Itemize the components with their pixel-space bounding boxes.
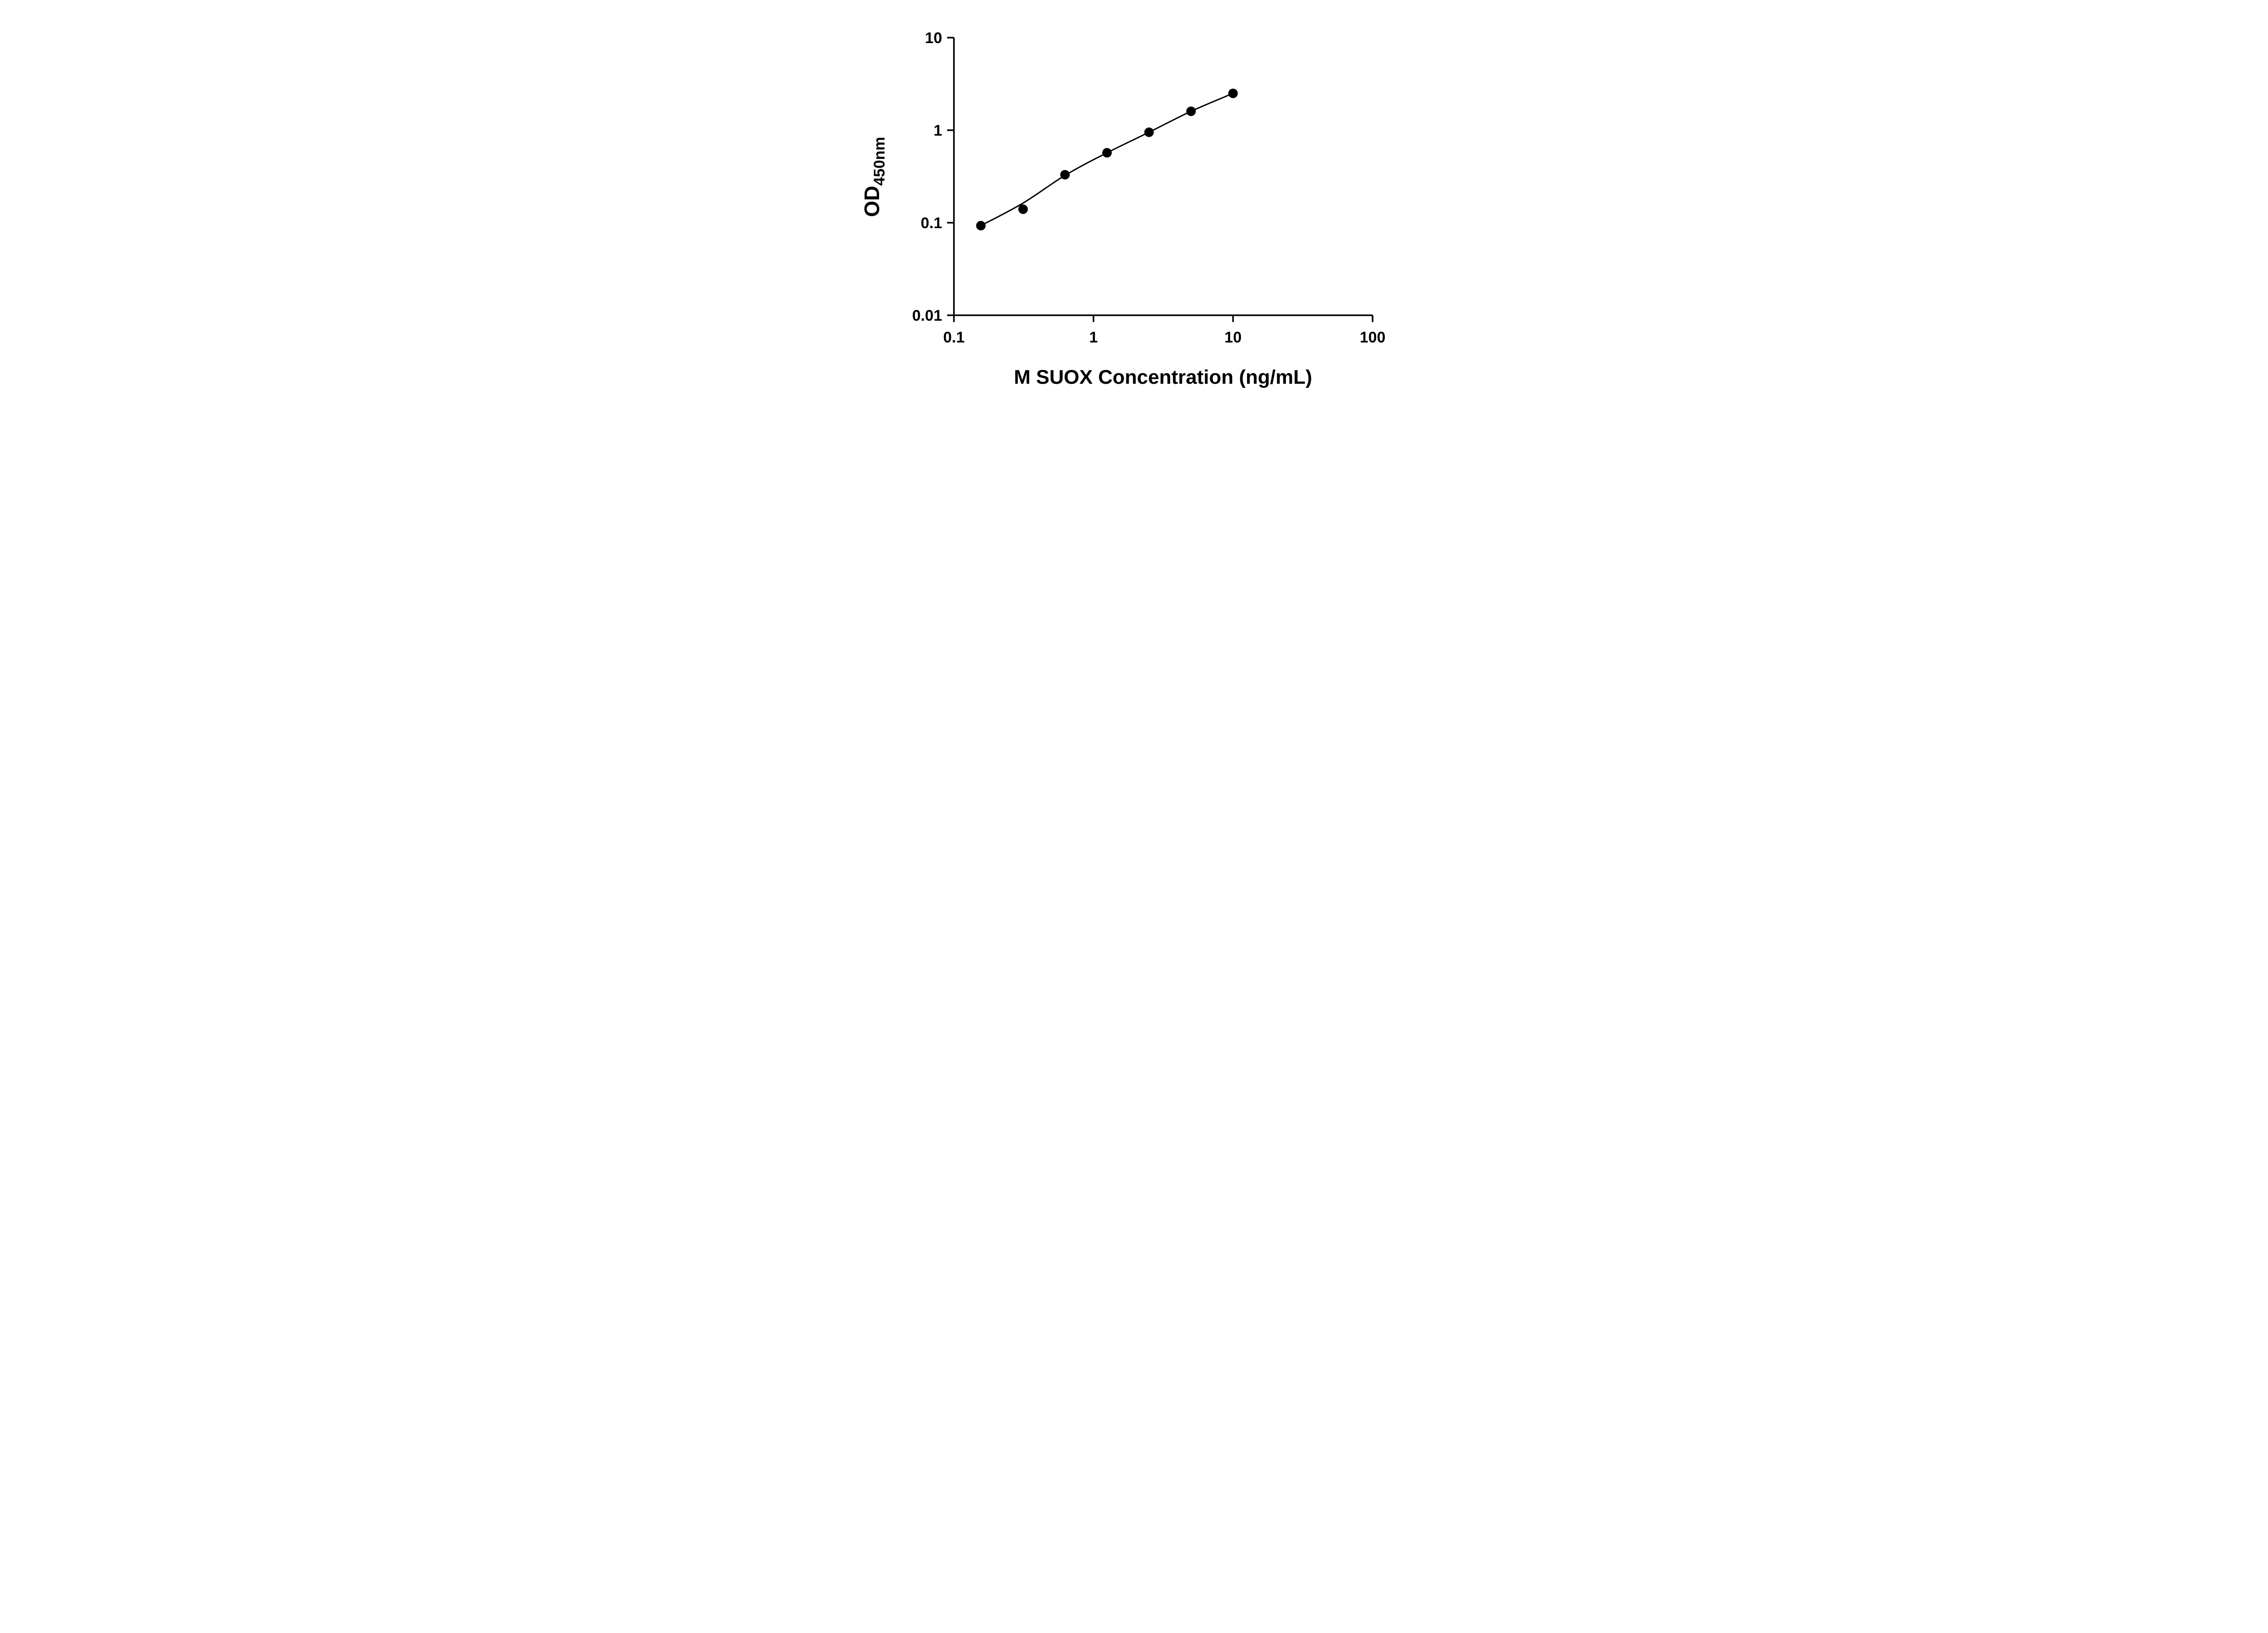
data-point [1018,204,1028,214]
y-tick-label: 10 [925,29,942,47]
y-tick-label: 0.01 [912,307,942,324]
y-tick-label: 0.1 [920,215,942,232]
data-point [1228,88,1238,98]
x-tick-label: 10 [1224,329,1242,346]
data-series [976,88,1238,230]
y-axis-title-sub: 450nm [871,137,888,186]
data-point [1102,148,1112,158]
y-axis-title-main: OD [860,186,884,217]
data-point [976,220,986,230]
axes [953,38,1373,316]
y-axis-title: OD450nm [860,137,888,217]
axis-spines [953,38,1373,316]
x-axis-title: M SUOX Concentration (ng/mL) [1014,366,1312,388]
x-tick-label: 0.1 [943,329,964,346]
data-point [1144,127,1154,137]
tick-marks [947,37,1374,322]
x-tick-label: 1 [1089,329,1098,346]
chart-page: 0.1 1 10 100 0.01 0.1 1 10 M SUOX Concentration… [842,0,1426,408]
x-tick-label: 100 [1359,329,1385,346]
data-point [1186,106,1196,116]
y-tick-label: 1 [934,122,942,139]
data-point [1060,170,1070,180]
